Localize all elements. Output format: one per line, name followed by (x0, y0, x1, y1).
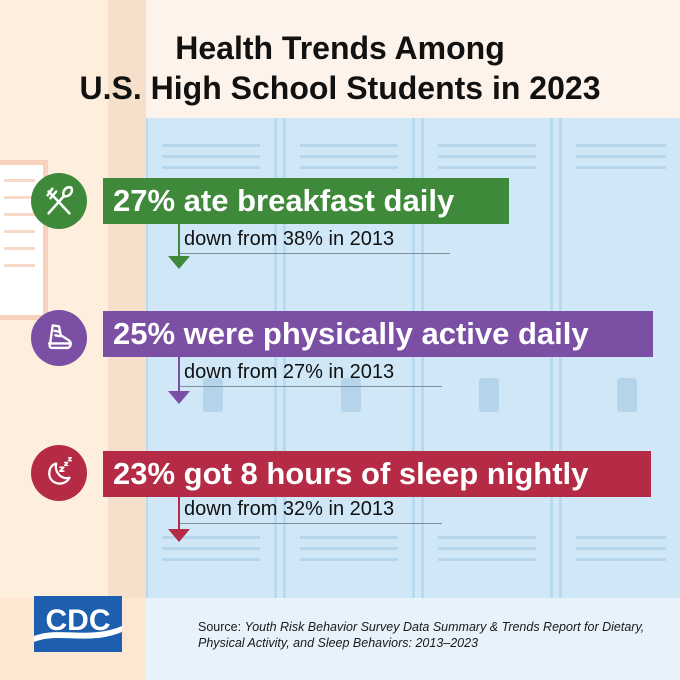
down-arrow-icon (168, 391, 190, 404)
source-citation: Source: Youth Risk Behavior Survey Data … (198, 619, 668, 651)
stat-physical-activity: 25% were physically active daily down fr… (0, 301, 680, 431)
stat-change: down from 38% in 2013 (180, 224, 450, 254)
source-prefix: Source: (198, 620, 245, 634)
stat-change: down from 32% in 2013 (180, 494, 442, 524)
background-notice-board (0, 160, 48, 320)
source-title: Youth Risk Behavior Survey Data Summary … (198, 620, 645, 650)
stat-headline: 27% ate breakfast daily (103, 178, 509, 224)
stat-headline: 23% got 8 hours of sleep nightly (103, 451, 651, 497)
trend-line (178, 224, 180, 258)
title-line: Health Trends Among (175, 30, 505, 66)
page-title: Health Trends Among U.S. High School Stu… (0, 28, 680, 108)
stat-change: down from 27% in 2013 (180, 357, 442, 387)
stat-breakfast: 27% ate breakfast daily down from 38% in… (0, 165, 680, 295)
logo-text: CDC (46, 604, 111, 637)
sneaker-icon (31, 310, 87, 366)
down-arrow-icon (168, 256, 190, 269)
background-locker (559, 118, 680, 598)
trend-line (178, 357, 180, 393)
title-line: U.S. High School Students in 2023 (79, 70, 601, 106)
cdc-logo: CDC (34, 596, 122, 652)
down-arrow-icon (168, 529, 190, 542)
fork-knife-icon (31, 173, 87, 229)
trend-line (178, 496, 180, 531)
background-locker (421, 118, 553, 598)
stat-sleep: 23% got 8 hours of sleep nightly down fr… (0, 439, 680, 569)
stat-headline: 25% were physically active daily (103, 311, 653, 357)
moon-sleep-icon (31, 445, 87, 501)
